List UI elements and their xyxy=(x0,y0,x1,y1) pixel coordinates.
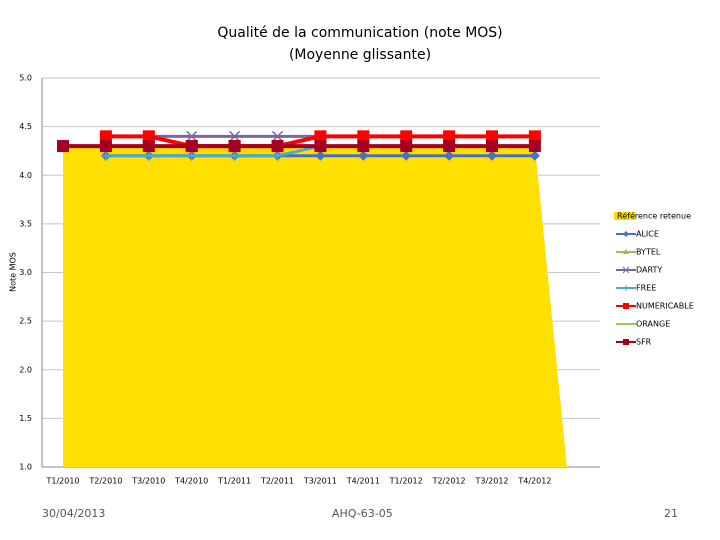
legend-label: ALICE xyxy=(636,230,659,239)
x-tick-label: T1/2010 xyxy=(45,477,79,486)
footer-date: 30/04/2013 xyxy=(42,507,106,520)
marker xyxy=(528,130,541,143)
marker xyxy=(229,130,241,142)
x-tick-label: T4/2010 xyxy=(174,477,208,486)
legend-label: ORANGE xyxy=(636,320,670,329)
y-axis-label: Note MOS xyxy=(9,252,18,292)
y-tick-label: 2.5 xyxy=(19,317,32,326)
x-tick-label: T4/2012 xyxy=(517,477,551,486)
marker xyxy=(443,130,456,143)
marker xyxy=(272,150,283,161)
marker xyxy=(486,140,498,153)
legend-label: DARTY xyxy=(636,266,662,275)
marker xyxy=(185,140,198,153)
legend-marker xyxy=(623,231,629,237)
marker xyxy=(57,140,69,153)
marker xyxy=(486,130,498,143)
marker xyxy=(443,140,456,153)
marker xyxy=(357,130,370,143)
marker xyxy=(99,130,112,143)
marker xyxy=(528,140,541,153)
marker xyxy=(186,150,197,161)
marker xyxy=(228,140,241,153)
legend-label: BYTEL xyxy=(636,248,661,257)
legend-label: NUMERICABLE xyxy=(636,302,694,311)
marker xyxy=(315,150,326,161)
chart-title: Qualité de la communication (note MOS) xyxy=(217,25,502,41)
footer-reference: AHQ-63-05 xyxy=(332,507,393,520)
marker xyxy=(271,130,284,142)
marker xyxy=(487,150,497,161)
y-tick-label: 4.0 xyxy=(19,171,32,180)
marker xyxy=(358,150,369,161)
x-tick-label: T3/2012 xyxy=(474,477,508,486)
y-tick-label: 5.0 xyxy=(19,74,32,83)
marker xyxy=(400,140,413,153)
x-tick-label: T3/2010 xyxy=(131,477,165,486)
marker xyxy=(529,150,540,161)
marker xyxy=(357,140,370,153)
y-tick-label: 3.0 xyxy=(19,268,32,277)
marker xyxy=(142,140,155,153)
marker xyxy=(444,150,455,161)
footer-page: 21 xyxy=(664,507,678,520)
marker xyxy=(229,150,240,161)
x-tick-label: T3/2011 xyxy=(303,477,337,486)
area xyxy=(63,146,567,467)
x-tick-label: T1/2011 xyxy=(217,477,251,486)
y-tick-label: 1.5 xyxy=(19,414,32,423)
marker xyxy=(143,150,154,161)
y-tick-label: 3.5 xyxy=(19,219,32,228)
marker xyxy=(400,130,413,143)
chart-subtitle: (Moyenne glissante) xyxy=(289,47,431,63)
legend-marker xyxy=(623,303,629,309)
x-tick-label: T2/2012 xyxy=(432,477,466,486)
legend-label: Référence retenue xyxy=(617,211,691,221)
legend-label: FREE xyxy=(636,284,656,293)
x-tick-label: T4/2011 xyxy=(346,477,380,486)
legend-marker xyxy=(622,266,630,274)
y-tick-label: 2.0 xyxy=(19,365,32,374)
legend-swatch xyxy=(614,212,636,220)
x-tick-label: T2/2010 xyxy=(88,477,122,486)
marker xyxy=(271,140,284,153)
legend-label: SFR xyxy=(636,338,652,347)
marker xyxy=(314,130,327,143)
marker xyxy=(142,130,155,143)
marker xyxy=(99,140,112,153)
marker xyxy=(100,150,111,161)
y-tick-label: 1.0 xyxy=(19,463,32,472)
legend-marker xyxy=(623,249,629,254)
marker xyxy=(401,150,412,161)
x-tick-label: T2/2011 xyxy=(260,477,294,486)
legend-marker xyxy=(623,339,629,345)
marker xyxy=(186,130,198,142)
y-tick-label: 4.5 xyxy=(19,122,32,131)
marker xyxy=(314,140,327,153)
x-tick-label: T1/2012 xyxy=(389,477,423,486)
